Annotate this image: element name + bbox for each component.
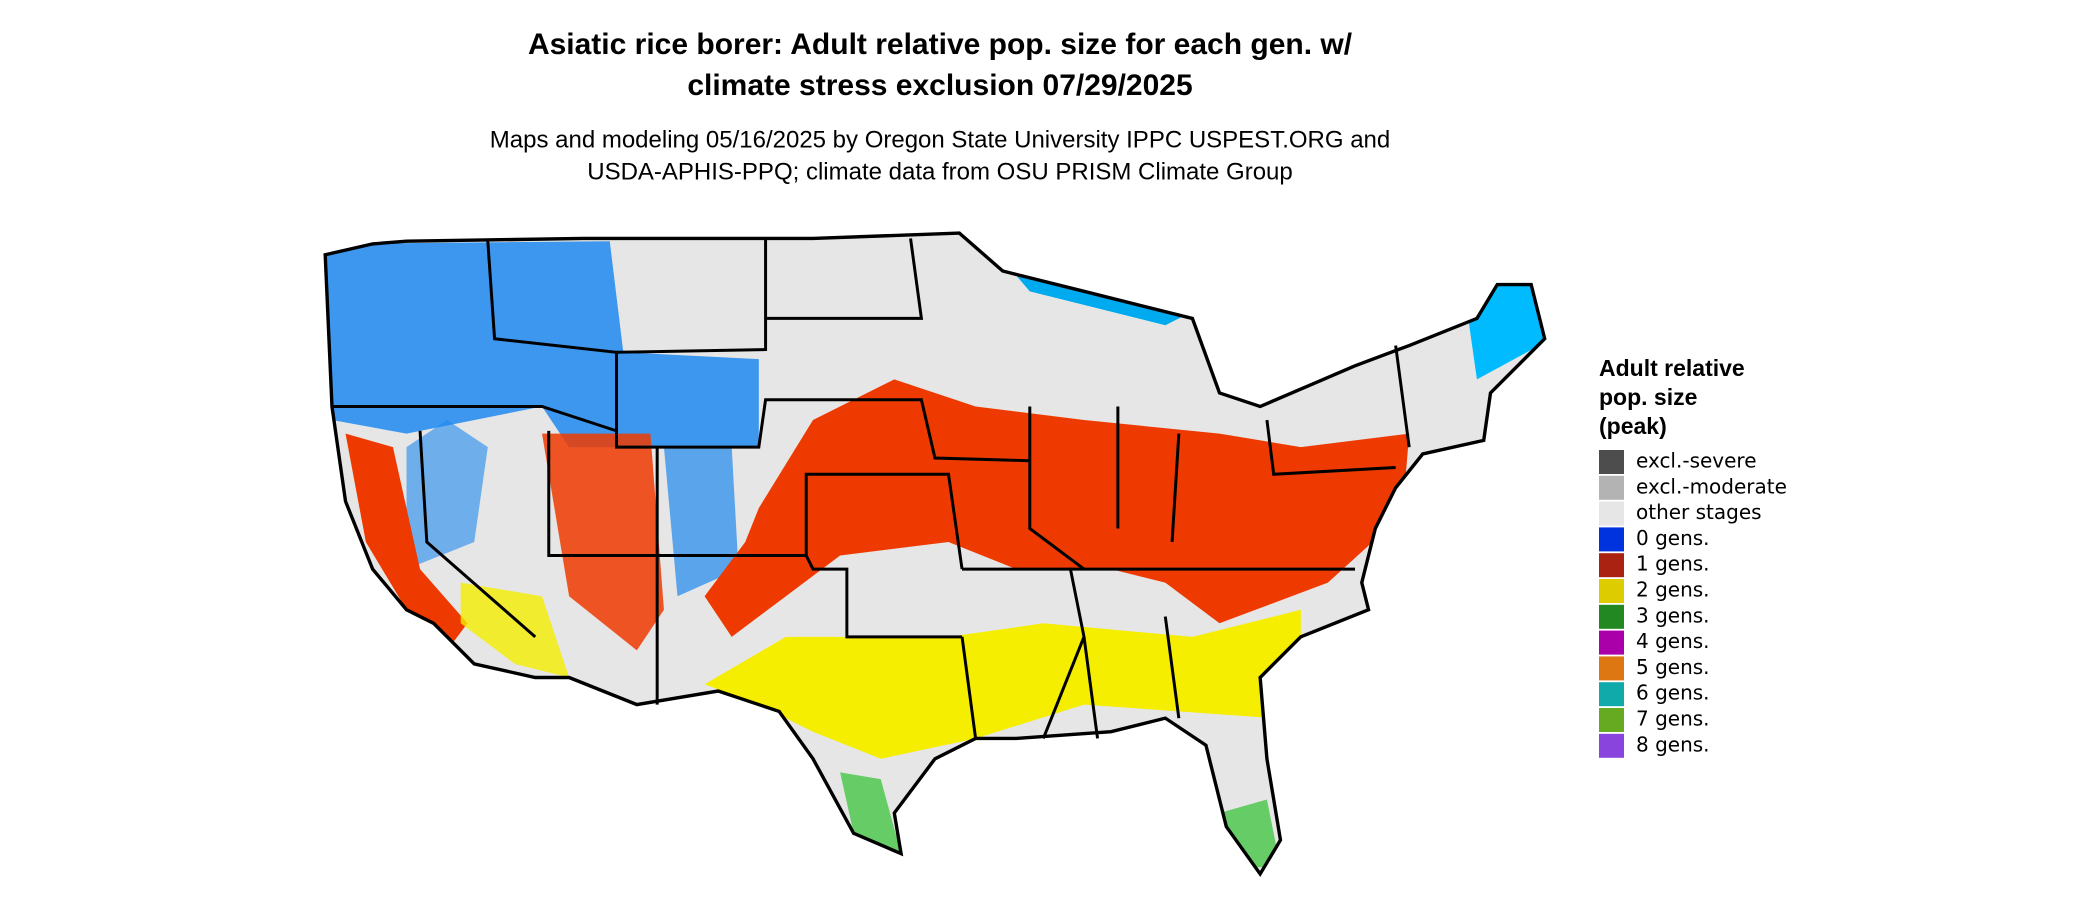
legend-title-line: pop. size	[1599, 384, 1697, 410]
legend-swatch	[1599, 656, 1624, 681]
legend-label: 0 gens.	[1636, 526, 1710, 550]
legend-swatch	[1599, 630, 1624, 655]
legend-label: 3 gens.	[1636, 603, 1710, 627]
legend-swatch	[1599, 604, 1624, 629]
legend-swatch	[1599, 708, 1624, 732]
state-borders	[331, 238, 1411, 740]
legend: Adult relative pop. size (peak) excl.-sever…	[1599, 355, 1787, 758]
legend-label: excl.-severe	[1636, 449, 1757, 473]
legend-label: 5 gens.	[1636, 655, 1710, 679]
legend-swatch	[1599, 733, 1624, 758]
legend-label: excl.-moderate	[1636, 474, 1787, 498]
subtitle-line: Maps and modeling 05/16/2025 by Oregon S…	[490, 126, 1390, 153]
legend-label: 7 gens.	[1636, 707, 1710, 731]
subtitle-line: USDA-APHIS-PPQ; climate data from OSU PR…	[587, 158, 1293, 185]
legend-title-line: Adult relative	[1599, 355, 1745, 381]
legend-swatch	[1599, 579, 1624, 603]
legend-label: 6 gens.	[1636, 681, 1710, 705]
legend-title-line: (peak)	[1599, 413, 1667, 439]
legend-swatch	[1599, 450, 1624, 474]
title-line: climate stress exclusion 07/29/2025	[687, 69, 1192, 102]
legend-swatch	[1599, 553, 1624, 578]
legend-label: 8 gens.	[1636, 732, 1710, 756]
legend-label: other stages	[1636, 500, 1762, 524]
legend-swatch	[1599, 475, 1624, 500]
legend-label: 4 gens.	[1636, 629, 1710, 653]
legend-swatch	[1599, 527, 1624, 552]
legend-label: 2 gens.	[1636, 578, 1710, 602]
title-line: Asiatic rice borer: Adult relative pop. …	[528, 28, 1353, 61]
legend-swatch	[1599, 501, 1624, 526]
legend-swatch	[1599, 682, 1624, 707]
us-map	[323, 231, 1547, 876]
legend-label: 1 gens.	[1636, 552, 1710, 576]
